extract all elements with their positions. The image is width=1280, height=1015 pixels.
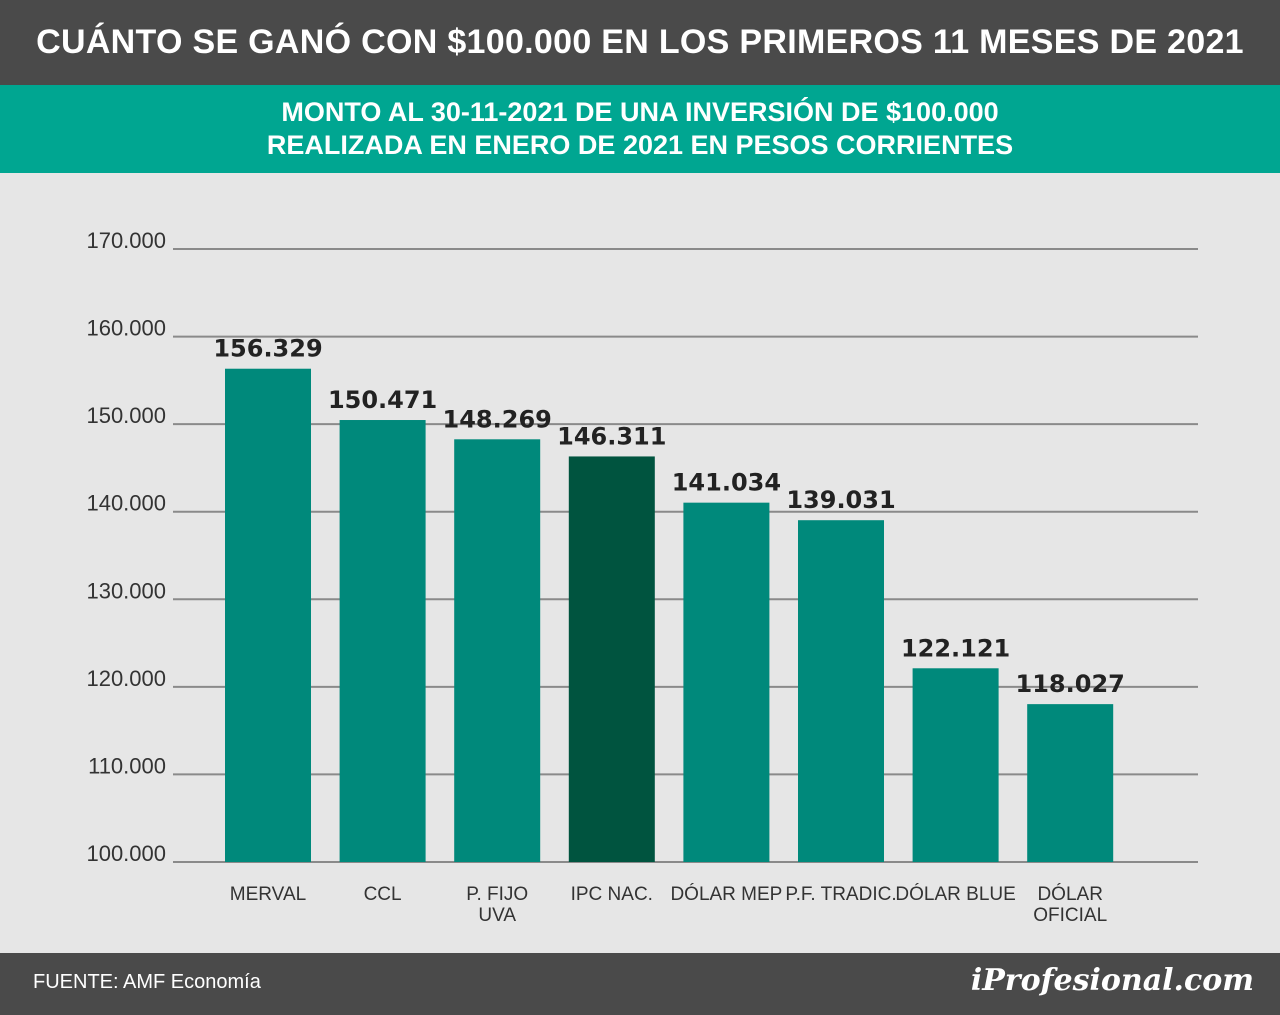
x-tick-label: DÓLAR BLUE	[895, 883, 1015, 905]
y-tick-label: 110.000	[88, 753, 166, 778]
x-tick-label: IPC NAC.	[571, 884, 653, 905]
y-tick-label: 170.000	[86, 228, 166, 253]
data-label: 156.329	[213, 335, 322, 363]
chart-title: CUÁNTO SE GANÓ CON $100.000 EN LOS PRIME…	[0, 0, 1280, 85]
data-label: 118.027	[1016, 670, 1125, 698]
bar	[683, 502, 770, 862]
bar	[798, 520, 884, 862]
x-tick-label: OFICIAL	[1033, 905, 1107, 926]
footer: FUENTE: AMF Economía iProfesional.com	[0, 953, 1280, 1015]
data-label: 141.034	[672, 469, 781, 497]
brand-logo: iProfesional.com	[970, 963, 1254, 998]
x-tick-label: DÓLAR	[1037, 883, 1102, 905]
bar	[1027, 704, 1114, 862]
data-label: 146.311	[557, 422, 666, 450]
y-tick-label: 160.000	[86, 316, 166, 341]
x-tick-label: MERVAL	[230, 884, 306, 905]
y-tick-label: 130.000	[86, 578, 166, 603]
bar	[912, 668, 999, 862]
subtitle-line-1: MONTO AL 30-11-2021 DE UNA INVERSIÓN DE …	[281, 97, 999, 127]
plot-area: 100.000 110.000 120.000 130.000 140.000 150.0…	[0, 173, 1280, 953]
bar-chart: 100.000 110.000 120.000 130.000 140.000 150.0…	[86, 228, 1198, 926]
y-tick-label: 140.000	[86, 491, 166, 516]
y-tick-label: 120.000	[86, 666, 166, 691]
y-tick-label: 100.000	[86, 841, 166, 866]
chart-subtitle: MONTO AL 30-11-2021 DE UNA INVERSIÓN DE …	[0, 85, 1280, 173]
x-tick-label: P.F. TRADIC.	[785, 884, 896, 905]
data-label: 148.269	[443, 405, 552, 433]
x-tick-label: CCL	[364, 884, 402, 905]
bar	[225, 368, 311, 862]
source-note: FUENTE: AMF Economía	[33, 971, 261, 993]
data-label: 122.121	[901, 634, 1010, 662]
x-tick-label: DÓLAR MEP	[670, 883, 782, 905]
bar	[568, 456, 655, 862]
bar	[339, 420, 426, 862]
x-tick-label: P. FIJO	[466, 884, 528, 905]
data-label: 139.031	[786, 486, 895, 514]
y-tick-label: 150.000	[86, 403, 166, 428]
subtitle-line-2: REALIZADA EN ENERO DE 2021 EN PESOS CORR…	[266, 130, 1014, 160]
data-label: 150.471	[328, 386, 437, 414]
x-tick-label: UVA	[478, 905, 516, 926]
bar	[454, 439, 541, 862]
